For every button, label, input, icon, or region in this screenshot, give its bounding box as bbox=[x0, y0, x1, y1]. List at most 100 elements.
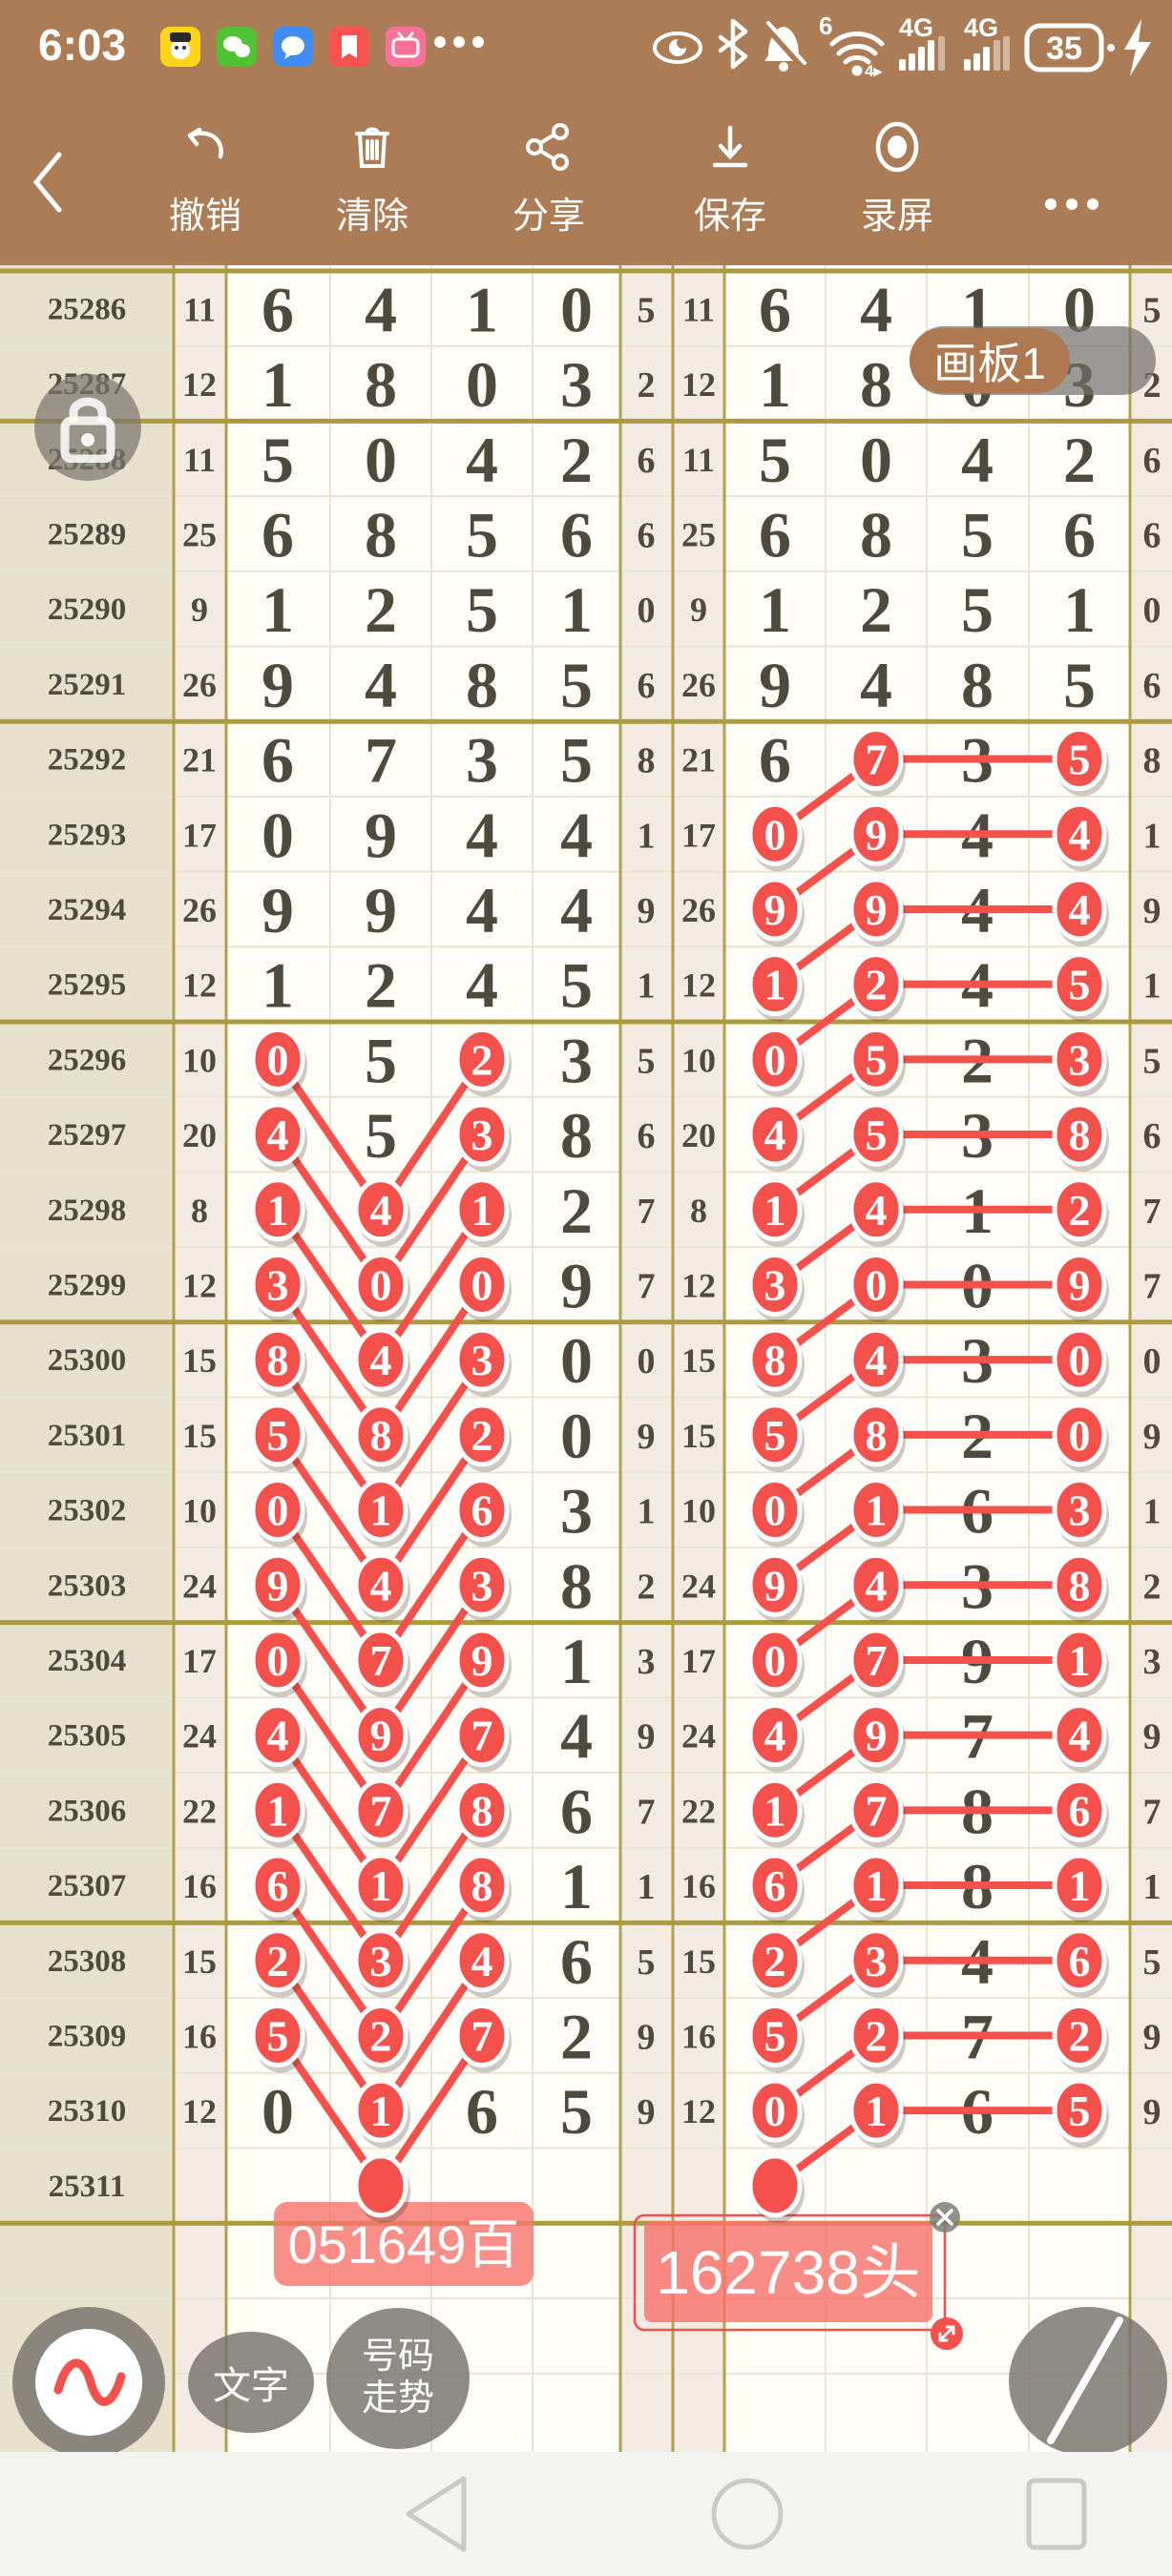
cell: 5 bbox=[638, 1041, 656, 1081]
svg-text:0: 0 bbox=[866, 1260, 888, 1309]
cell: 4 bbox=[560, 799, 593, 871]
trend-circle: 5 bbox=[848, 1027, 906, 1097]
svg-text:4G: 4G bbox=[964, 13, 998, 42]
cell: 8 bbox=[560, 1549, 593, 1622]
cell: 3 bbox=[466, 724, 498, 797]
cell: 4 bbox=[860, 649, 892, 721]
annotation-label-tou[interactable]: 162738头 bbox=[633, 2202, 963, 2350]
svg-text:3: 3 bbox=[764, 1260, 786, 1309]
cell: 7 bbox=[1143, 1192, 1162, 1232]
cell: 5 bbox=[466, 498, 498, 571]
cell: 8 bbox=[560, 1099, 593, 1172]
cell: 9 bbox=[1143, 891, 1162, 931]
cell: 3 bbox=[638, 1642, 656, 1682]
svg-text:9: 9 bbox=[471, 1636, 493, 1685]
svg-text:9: 9 bbox=[866, 1712, 888, 1760]
cell: 0 bbox=[638, 591, 656, 631]
undo-button[interactable]: 撤销 bbox=[134, 120, 277, 239]
cell: 25296 bbox=[48, 1043, 127, 1077]
cell: 1 bbox=[560, 1625, 593, 1697]
resize-handle[interactable] bbox=[931, 2317, 963, 2350]
trend-circle: 3 bbox=[454, 1102, 512, 1173]
save-button[interactable]: 保存 bbox=[659, 120, 802, 239]
cell: 2 bbox=[1143, 1567, 1162, 1607]
wave-tool-button[interactable] bbox=[12, 2307, 165, 2458]
cell: 20 bbox=[681, 1116, 716, 1154]
cell: 4 bbox=[466, 424, 498, 496]
cell: 25303 bbox=[48, 1568, 127, 1603]
cell: 5 bbox=[1143, 1942, 1162, 1983]
svg-text:7: 7 bbox=[471, 2011, 493, 2060]
cell: 10 bbox=[182, 1041, 217, 1079]
cell: 2 bbox=[560, 1174, 593, 1247]
lock-button[interactable] bbox=[34, 374, 141, 481]
svg-text:6: 6 bbox=[764, 1861, 786, 1910]
clear-button[interactable]: 清除 bbox=[301, 120, 444, 239]
wave-icon bbox=[35, 2329, 142, 2436]
cell: 6 bbox=[560, 1775, 593, 1847]
cell: 4 bbox=[466, 949, 498, 1022]
cell: 6 bbox=[759, 273, 791, 345]
svg-text:2: 2 bbox=[764, 1937, 786, 1985]
cell: 25305 bbox=[48, 1719, 127, 1754]
svg-text:4: 4 bbox=[764, 1712, 786, 1760]
trend-circle: 3 bbox=[747, 1252, 805, 1322]
cell: 5 bbox=[1143, 290, 1162, 330]
annotation-label-bai[interactable]: 051649百 bbox=[274, 2202, 534, 2286]
cell: 5 bbox=[560, 2075, 593, 2148]
cell: 21 bbox=[182, 741, 217, 779]
svg-text:7: 7 bbox=[370, 1636, 392, 1685]
pencil-tool-button[interactable] bbox=[1009, 2307, 1167, 2456]
cell: 1 bbox=[262, 348, 294, 421]
nav-home-button[interactable] bbox=[711, 2478, 784, 2550]
cell: 9 bbox=[365, 874, 397, 946]
android-nav-bar bbox=[0, 2452, 1172, 2576]
cell: 5 bbox=[365, 1024, 397, 1096]
cell: 25299 bbox=[48, 1268, 127, 1302]
trend-circle: 2 bbox=[747, 1928, 805, 1998]
nav-back-button[interactable] bbox=[406, 2476, 467, 2552]
trend-circle: 4 bbox=[848, 1327, 906, 1398]
cell: 0 bbox=[638, 1341, 656, 1381]
cell: 20 bbox=[182, 1116, 217, 1154]
artboard-tag[interactable]: 画板1 bbox=[910, 328, 1070, 393]
svg-text:9: 9 bbox=[866, 885, 888, 934]
back-button[interactable] bbox=[29, 151, 67, 218]
cell: 9 bbox=[638, 1417, 656, 1457]
trend-circle: 0 bbox=[747, 2078, 805, 2149]
number-trend-button[interactable]: 号码 走势 bbox=[326, 2308, 470, 2449]
cell: 4 bbox=[560, 1700, 593, 1773]
more-options-button[interactable] bbox=[1045, 198, 1099, 210]
cell: 12 bbox=[182, 2092, 217, 2130]
cell: 26 bbox=[182, 891, 217, 929]
cell: 8 bbox=[1143, 741, 1162, 781]
trend-circle: 5 bbox=[848, 1102, 906, 1173]
svg-text:1: 1 bbox=[764, 1786, 786, 1835]
nav-recents-button[interactable] bbox=[1026, 2478, 1087, 2550]
mute-bell-icon bbox=[763, 21, 806, 72]
record-screen-button[interactable]: 录屏 bbox=[826, 120, 969, 239]
cell: 2 bbox=[1063, 424, 1096, 496]
share-button[interactable]: 分享 bbox=[477, 120, 620, 239]
cell: 11 bbox=[183, 441, 216, 479]
bilibili-icon bbox=[386, 27, 426, 67]
cell: 25297 bbox=[48, 1118, 127, 1153]
cell: 12 bbox=[182, 1266, 217, 1304]
close-icon[interactable] bbox=[930, 2202, 960, 2233]
cell: 4 bbox=[365, 273, 397, 345]
trend-circle: 7 bbox=[848, 727, 906, 797]
text-tool-button[interactable]: 文字 bbox=[188, 2332, 314, 2433]
svg-text:0: 0 bbox=[267, 1035, 289, 1084]
cell: 0 bbox=[1143, 1341, 1162, 1381]
trend-circle: 5 bbox=[747, 1402, 805, 1472]
cell: 0 bbox=[262, 799, 294, 871]
trend-chart-canvas[interactable]: 2528611115566441100252871212221188003325… bbox=[0, 265, 1172, 2452]
cell: 5 bbox=[1143, 1041, 1162, 1081]
cell: 0 bbox=[262, 2075, 294, 2148]
svg-text:5: 5 bbox=[1069, 736, 1091, 784]
trend-circle: 4 bbox=[747, 1102, 805, 1173]
trend-circle: 6 bbox=[747, 1853, 805, 1923]
svg-text:1: 1 bbox=[764, 1186, 786, 1235]
cell: 1 bbox=[1143, 1492, 1162, 1532]
cell: 8 bbox=[191, 1192, 208, 1230]
